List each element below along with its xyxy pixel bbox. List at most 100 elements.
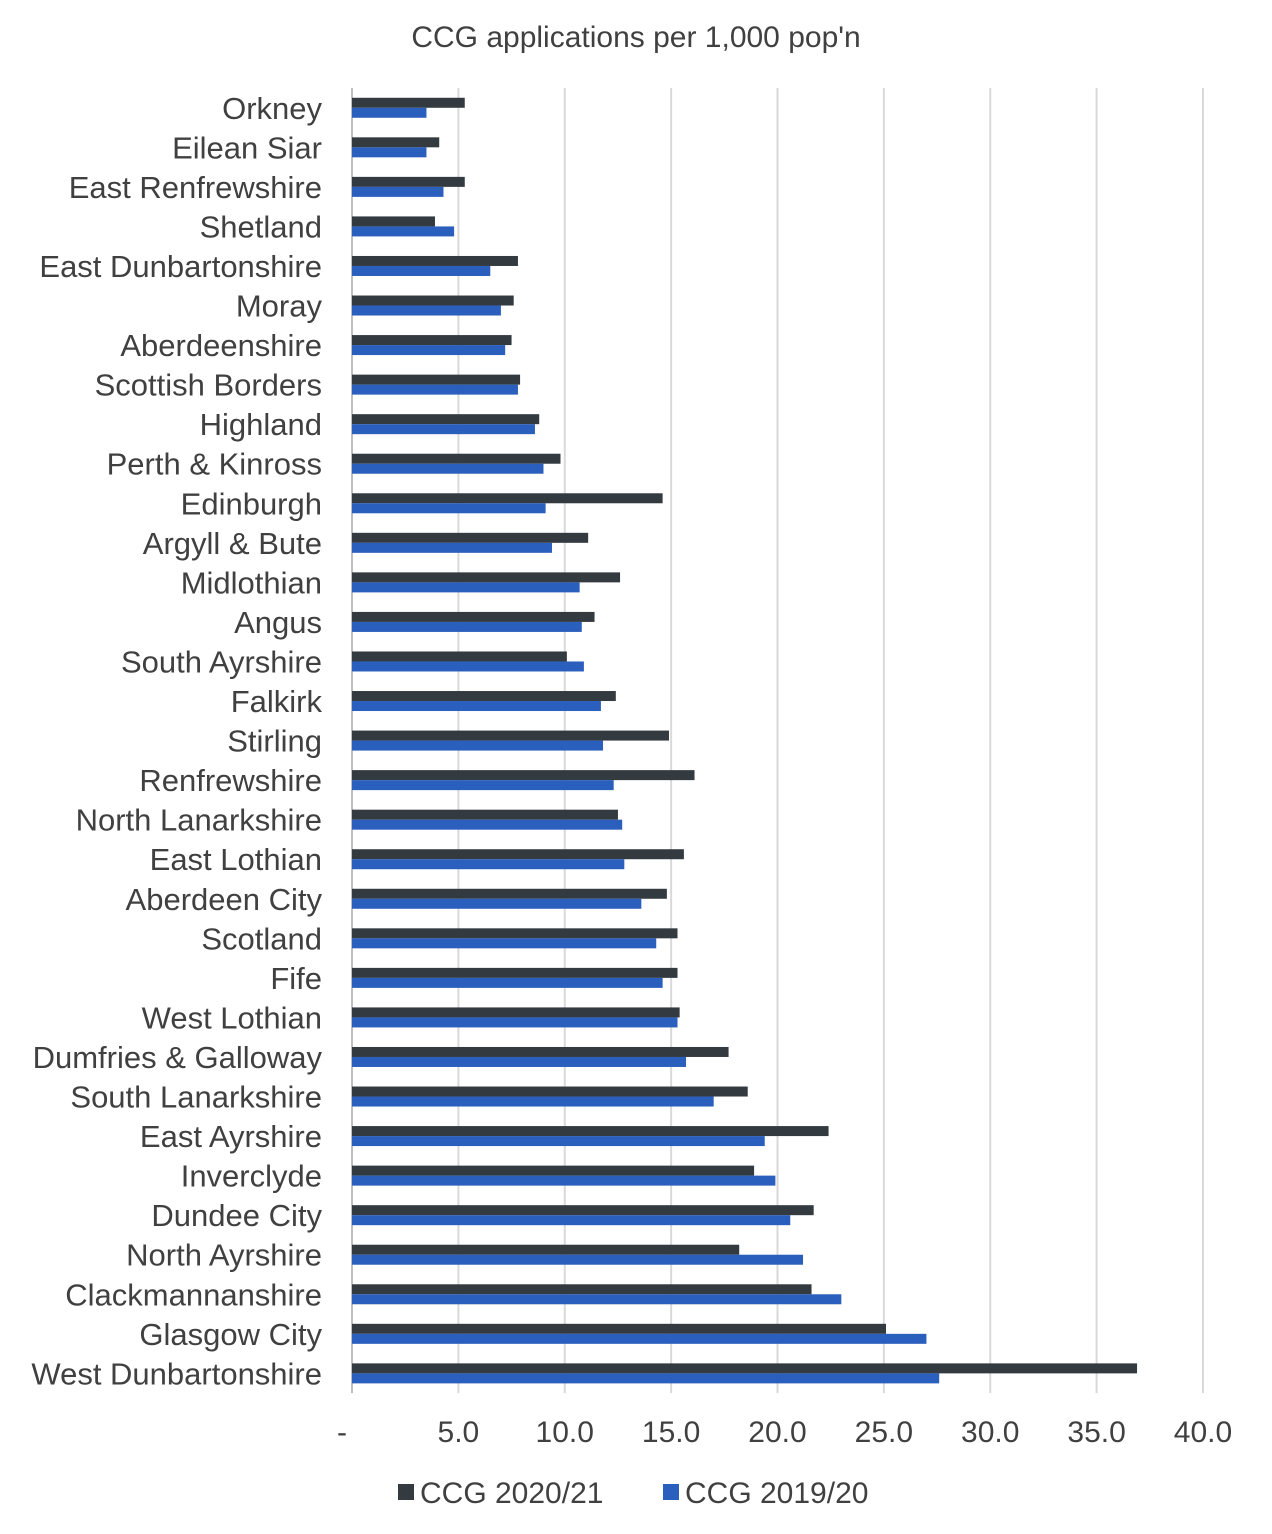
chart-title: CCG applications per 1,000 pop'n (411, 21, 860, 54)
category-label-argyll-and-bute: Argyll & Bute (143, 526, 322, 561)
x-tick-label: 25.0 (855, 1416, 913, 1449)
category-label-angus: Angus (234, 605, 322, 640)
x-tick-label: 40.0 (1174, 1416, 1232, 1449)
category-label-inverclyde: Inverclyde (181, 1159, 322, 1194)
category-label-clackmannanshire: Clackmannanshire (65, 1277, 322, 1312)
category-label-eilean-siar: Eilean Siar (172, 130, 322, 165)
bar-midlothian-ccg-2019-20 (352, 582, 580, 593)
bar-falkirk-ccg-2019-20 (352, 701, 601, 712)
bar-renfrewshire-ccg-2020-21 (352, 770, 695, 781)
legend-label-ccg-2019-20: CCG 2019/20 (685, 1477, 868, 1510)
bar-east-ayrshire-ccg-2020-21 (352, 1126, 829, 1137)
category-label-moray: Moray (236, 289, 323, 324)
category-label-aberdeen-city: Aberdeen City (126, 882, 323, 917)
legend-swatch-ccg-2019-20 (663, 1484, 679, 1500)
x-tick-label: 35.0 (1067, 1416, 1125, 1449)
bar-north-ayrshire-ccg-2020-21 (352, 1244, 740, 1255)
legend-label-ccg-2020-21: CCG 2020/21 (420, 1477, 603, 1510)
bar-dumfries-and-galloway-ccg-2020-21 (352, 1046, 729, 1057)
bar-edinburgh-ccg-2019-20 (352, 503, 546, 514)
category-label-north-lanarkshire: North Lanarkshire (76, 803, 322, 838)
x-tick-label: 20.0 (748, 1416, 806, 1449)
category-label-highland: Highland (200, 407, 322, 442)
category-label-east-renfrewshire: East Renfrewshire (69, 170, 322, 205)
bar-south-lanarkshire-ccg-2019-20 (352, 1096, 714, 1107)
bar-east-renfrewshire-ccg-2020-21 (352, 176, 465, 187)
bar-east-renfrewshire-ccg-2019-20 (352, 186, 444, 197)
x-tick-label: 15.0 (642, 1416, 700, 1449)
bar-edinburgh-ccg-2020-21 (352, 493, 663, 504)
category-label-east-dunbartonshire: East Dunbartonshire (39, 249, 322, 284)
bar-fife-ccg-2019-20 (352, 977, 663, 988)
category-label-falkirk: Falkirk (231, 684, 323, 719)
category-label-midlothian: Midlothian (181, 565, 322, 600)
bar-angus-ccg-2019-20 (352, 621, 582, 632)
category-label-renfrewshire: Renfrewshire (139, 763, 322, 798)
bar-east-lothian-ccg-2020-21 (352, 849, 684, 860)
bar-stirling-ccg-2019-20 (352, 740, 604, 751)
bar-argyll-and-bute-ccg-2020-21 (352, 532, 589, 543)
category-label-scotland: Scotland (201, 921, 322, 956)
bar-glasgow-city-ccg-2020-21 (352, 1323, 887, 1334)
x-tick-label: 30.0 (961, 1416, 1019, 1449)
category-label-glasgow-city: Glasgow City (139, 1317, 322, 1352)
bar-south-ayrshire-ccg-2019-20 (352, 661, 584, 672)
category-label-east-lothian: East Lothian (150, 842, 322, 877)
bar-west-lothian-ccg-2020-21 (352, 1007, 680, 1018)
bar-scotland-ccg-2019-20 (352, 938, 657, 949)
bar-perth-and-kinross-ccg-2019-20 (352, 463, 544, 474)
bar-fife-ccg-2020-21 (352, 967, 678, 978)
category-label-shetland: Shetland (200, 209, 322, 244)
bar-scotland-ccg-2020-21 (352, 928, 678, 939)
bar-south-lanarkshire-ccg-2020-21 (352, 1086, 748, 1097)
bar-north-lanarkshire-ccg-2020-21 (352, 809, 618, 820)
bar-aberdeen-city-ccg-2020-21 (352, 888, 667, 899)
bar-east-dunbartonshire-ccg-2020-21 (352, 255, 518, 266)
bar-moray-ccg-2019-20 (352, 305, 501, 316)
bar-orkney-ccg-2020-21 (352, 97, 465, 108)
category-label-east-ayrshire: East Ayrshire (140, 1119, 322, 1154)
bar-west-dunbartonshire-ccg-2019-20 (352, 1373, 940, 1384)
category-label-perth-and-kinross: Perth & Kinross (107, 447, 322, 482)
category-label-north-ayrshire: North Ayrshire (126, 1238, 322, 1273)
bar-north-ayrshire-ccg-2019-20 (352, 1254, 804, 1265)
bar-clackmannanshire-ccg-2019-20 (352, 1294, 842, 1305)
bar-dundee-city-ccg-2020-21 (352, 1205, 814, 1216)
category-label-orkney: Orkney (222, 91, 322, 126)
bar-shetland-ccg-2019-20 (352, 226, 455, 237)
bar-perth-and-kinross-ccg-2020-21 (352, 453, 561, 464)
legend-swatch-ccg-2020-21 (398, 1484, 414, 1500)
category-label-dundee-city: Dundee City (151, 1198, 322, 1233)
category-label-stirling: Stirling (227, 724, 322, 759)
bar-west-dunbartonshire-ccg-2020-21 (352, 1363, 1138, 1374)
bar-highland-ccg-2020-21 (352, 414, 540, 425)
category-labels: Orkney Eilean Siar East Renfrewshire Shetla… (31, 91, 322, 1392)
category-label-west-dunbartonshire: West Dunbartonshire (31, 1356, 322, 1391)
bar-highland-ccg-2019-20 (352, 424, 535, 435)
bar-argyll-and-bute-ccg-2019-20 (352, 542, 552, 553)
category-label-dumfries-and-galloway: Dumfries & Galloway (33, 1040, 323, 1075)
x-tick-label: - (337, 1416, 347, 1449)
legend: CCG 2020/21 CCG 2019/20 (398, 1477, 868, 1510)
category-label-scottish-borders: Scottish Borders (95, 368, 322, 403)
bar-glasgow-city-ccg-2019-20 (352, 1333, 927, 1344)
x-axis-tick-labels: - 5.0 10.0 15.0 20.0 25.0 30.0 35.0 40.0 (337, 1416, 1232, 1449)
bar-aberdeenshire-ccg-2020-21 (352, 335, 512, 346)
category-label-west-lothian: West Lothian (142, 1000, 322, 1035)
x-tick-label: 10.0 (536, 1416, 594, 1449)
bar-midlothian-ccg-2020-21 (352, 572, 621, 583)
category-label-aberdeenshire: Aberdeenshire (120, 328, 322, 363)
bars (352, 97, 1138, 1384)
bar-angus-ccg-2020-21 (352, 611, 595, 622)
bar-east-ayrshire-ccg-2019-20 (352, 1136, 765, 1147)
category-label-edinburgh: Edinburgh (181, 486, 322, 521)
bar-eilean-siar-ccg-2019-20 (352, 147, 427, 158)
bar-scottish-borders-ccg-2019-20 (352, 384, 518, 395)
bar-moray-ccg-2020-21 (352, 295, 514, 306)
bar-inverclyde-ccg-2019-20 (352, 1175, 776, 1186)
bar-renfrewshire-ccg-2019-20 (352, 780, 614, 791)
bar-clackmannanshire-ccg-2020-21 (352, 1284, 812, 1295)
category-label-south-ayrshire: South Ayrshire (121, 644, 322, 679)
